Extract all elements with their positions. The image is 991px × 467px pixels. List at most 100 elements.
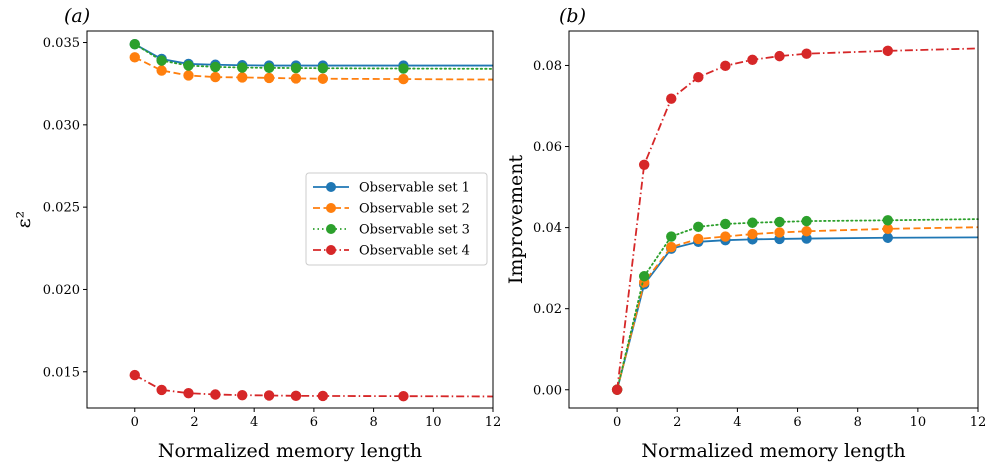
- panel-b-series-2-point: [882, 223, 893, 235]
- panel-b-series-4-point: [720, 60, 731, 72]
- panel-b-x-tick-label: 6: [793, 415, 801, 430]
- panel-a-y-tick-label: 0.035: [43, 36, 80, 51]
- legend: Observable set 1 Observable set 2 Observab…: [305, 172, 488, 266]
- panel-b-series-4-point: [611, 384, 623, 395]
- panel-a-x-tick-label: 4: [250, 415, 258, 430]
- panel-b-x-tick-label: 0: [613, 415, 621, 430]
- panel-b-series-line-4: [616, 47, 979, 390]
- panel-b-series-2-point: [801, 226, 812, 237]
- panel-a-series-4-point: [129, 369, 140, 381]
- panel-a-x-tick-label: 12: [485, 415, 502, 430]
- panel-b-series-2-point: [720, 231, 731, 242]
- panel-a-series-line-2: [134, 56, 494, 81]
- panel-a-series-3-point: [398, 63, 409, 74]
- legend-box: [305, 172, 488, 266]
- panel-b-y-tick-label: 0.04: [533, 221, 562, 236]
- panel-b-series-3-point: [801, 215, 812, 227]
- panel-b-series: [611, 45, 979, 395]
- panel-b-series-3-point: [666, 231, 677, 242]
- panel-a-x-axis-label: Normalized memory length: [158, 440, 422, 462]
- panel-a-series-2-point: [237, 72, 248, 83]
- panel-b-series-4-point: [666, 93, 677, 104]
- panel-b-series-4-point: [693, 72, 704, 83]
- panel-b-series-3-point: [882, 215, 893, 226]
- panel-a-series-3-point: [156, 55, 167, 66]
- panel-a-series-2-point: [183, 70, 194, 81]
- legend-label-2: Observable set 2: [359, 202, 470, 217]
- panel-a-series-4-point: [263, 390, 275, 401]
- panel-a-series-3-point: [237, 62, 248, 73]
- panel-a-series-2-point: [263, 72, 275, 84]
- panel-a-label: (a): [64, 5, 90, 27]
- panel-b-series-4-point: [638, 159, 650, 170]
- panel-a-series-3-point: [317, 63, 329, 74]
- panel-b-series-2-point: [774, 227, 785, 238]
- panel-b-y-tick-label: 0.02: [533, 302, 562, 317]
- panel-b-y-tick-label: 0.00: [533, 383, 562, 398]
- panel-a-series-4-point: [210, 389, 221, 400]
- panel-a-series-4-point: [156, 384, 167, 396]
- panel-b-x-tick-label: 2: [673, 415, 681, 430]
- panel-a-y-tick-label: 0.030: [43, 118, 80, 133]
- legend-marker-4: [326, 245, 336, 255]
- panel-a-x-tick-label: 0: [131, 415, 139, 430]
- panel-a-series-2-point: [210, 71, 221, 83]
- panel-a-series-3-point: [183, 60, 194, 71]
- legend-marker-1: [326, 182, 336, 192]
- panel-b-series-3-point: [693, 221, 704, 232]
- panel-b-series-3-point: [638, 271, 650, 282]
- panel-b-y-tick-label: 0.06: [533, 140, 562, 155]
- panel-b-y-axis-label: Improvement: [505, 154, 527, 284]
- panel-b-series-4-point: [801, 48, 812, 59]
- panel-b-x-tick-label: 8: [854, 415, 862, 430]
- panel-a-frame: [86, 30, 494, 409]
- panel-b-y-ticks: 0.00 0.02 0.04 0.06 0.08: [533, 59, 569, 398]
- panel-a-x-tick-label: 10: [425, 415, 442, 430]
- panel-a-series-3-point: [210, 61, 221, 73]
- panel-a-series: [129, 38, 494, 402]
- panel-b-series-4-point: [774, 50, 785, 62]
- panel-b-series-3-point: [747, 217, 758, 228]
- panel-a-series-line-3: [133, 43, 494, 70]
- panel-a-y-ticks: 0.015 0.020 0.025 0.030 0.035: [43, 36, 87, 380]
- panel-a-series-line-4: [134, 374, 494, 398]
- panel-b-y-tick-label: 0.08: [533, 59, 562, 74]
- panel-a-series-3-point: [290, 62, 302, 74]
- panel-a-series-2-point: [317, 73, 329, 84]
- legend-label-3: Observable set 3: [359, 223, 470, 238]
- legend-label-4: Observable set 4: [359, 244, 470, 259]
- panel-b-series-line-3: [616, 218, 979, 391]
- panel-a-series-line-1: [134, 43, 493, 67]
- panel-a-x-ticks: 0 2 4 6 8 10 12: [131, 408, 502, 430]
- panel-a: (a) 0 2 4 6 8 10 12 0.0150.0200.0250.0300.035 …: [13, 5, 501, 462]
- panel-a-series-4-point: [290, 390, 302, 402]
- panel-b-series-4-point: [747, 54, 758, 65]
- legend-marker-2: [326, 203, 336, 213]
- panel-b-series-3-point: [774, 216, 785, 228]
- panel-a-series-3-point: [129, 38, 140, 50]
- panel-a-series-2-point: [156, 65, 167, 76]
- panel-a-series-4-point: [237, 389, 248, 401]
- panel-b-series-1-point: [882, 232, 893, 243]
- panel-a-y-tick-label: 0.025: [43, 201, 80, 216]
- panel-b-series-line-1: [616, 236, 979, 390]
- panel-a-series-4-point: [398, 390, 409, 402]
- panel-b-series-1-point: [801, 233, 812, 244]
- panel-a-y-tick-label: 0.015: [43, 365, 80, 380]
- panel-a-y-axis-label: ε²: [13, 211, 35, 228]
- panel-a-series-4-point: [317, 390, 329, 402]
- panel-b-x-tick-label: 10: [910, 415, 927, 430]
- panel-a-series-2-point: [290, 73, 302, 84]
- panel-a-x-tick-label: 2: [190, 415, 198, 430]
- panel-a-x-tick-label: 8: [369, 415, 377, 430]
- legend-label-1: Observable set 1: [359, 181, 470, 196]
- panel-b-series-2-point: [747, 228, 758, 240]
- panel-b-label: (b): [559, 5, 586, 27]
- panel-b: (b) 0 2 4 6 8 10 12 0.00 0.02 0.04 0.06 0.08 Norma…: [505, 5, 986, 462]
- panel-b-series-4-point: [882, 45, 893, 57]
- panel-a-x-tick-label: 6: [310, 415, 318, 430]
- panel-b-x-axis-label: Normalized memory length: [641, 440, 905, 462]
- panel-a-y-tick-label: 0.020: [43, 283, 80, 298]
- panel-b-series-3-point: [720, 218, 731, 230]
